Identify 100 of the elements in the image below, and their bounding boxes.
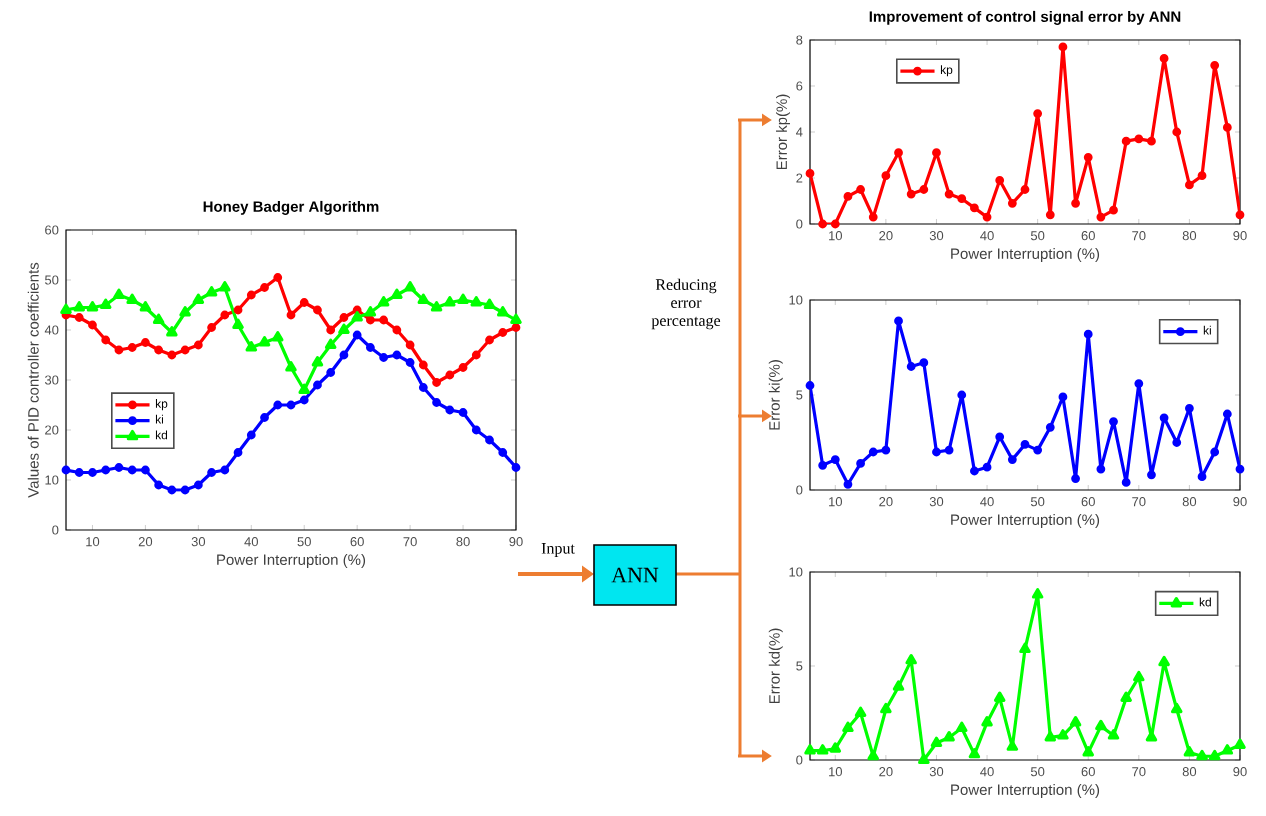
point (379, 315, 389, 325)
point (970, 203, 979, 213)
point (392, 325, 402, 335)
point (1222, 409, 1232, 419)
point (180, 345, 190, 355)
point (511, 463, 521, 472)
point (944, 189, 954, 199)
point (818, 219, 828, 229)
point (1221, 744, 1234, 755)
point (1159, 413, 1169, 423)
point (286, 310, 296, 320)
point (982, 462, 992, 472)
point (485, 335, 494, 345)
point (418, 383, 428, 392)
point (405, 358, 415, 367)
point (1033, 445, 1043, 455)
point (1196, 749, 1208, 761)
point (496, 306, 509, 317)
point (1107, 729, 1120, 740)
point (1172, 127, 1182, 137)
point (101, 335, 111, 345)
point (167, 350, 177, 360)
point (207, 468, 216, 477)
point (166, 326, 178, 337)
point (805, 169, 815, 178)
point (1033, 109, 1043, 118)
point (944, 445, 954, 455)
point (1197, 472, 1207, 482)
point (1095, 719, 1107, 731)
point (61, 465, 71, 475)
point (957, 390, 967, 400)
point (830, 219, 840, 229)
point (511, 323, 521, 332)
point (193, 480, 203, 490)
point (995, 432, 1005, 442)
point (995, 175, 1005, 185)
point (1133, 670, 1145, 682)
point (167, 485, 177, 495)
point (207, 323, 216, 332)
point (1096, 464, 1106, 474)
point (432, 378, 441, 387)
point (956, 721, 968, 733)
point (1020, 440, 1030, 449)
point (880, 702, 892, 714)
point (905, 653, 917, 665)
point (919, 358, 929, 368)
point (1147, 470, 1156, 480)
point (856, 459, 865, 468)
point (192, 293, 205, 304)
point (272, 331, 284, 342)
point (311, 356, 324, 367)
point (1083, 152, 1093, 162)
point (1007, 455, 1017, 464)
point (498, 448, 508, 457)
point (179, 306, 191, 317)
point (1210, 447, 1220, 457)
point (1109, 205, 1118, 215)
point (868, 447, 878, 457)
point (219, 281, 231, 292)
point (805, 381, 815, 390)
point (1057, 729, 1069, 740)
point (1121, 478, 1131, 487)
point (246, 290, 256, 300)
point (1069, 716, 1082, 727)
point (74, 313, 84, 322)
point (930, 736, 943, 748)
point (1045, 422, 1055, 432)
point (818, 460, 828, 470)
point (982, 212, 992, 222)
point (88, 468, 97, 477)
point (74, 468, 84, 477)
text: ANN (611, 567, 659, 583)
point (245, 341, 258, 352)
point (1121, 136, 1131, 146)
point (444, 296, 456, 307)
point (404, 281, 416, 292)
point (205, 286, 218, 297)
point (804, 744, 816, 755)
point (1058, 42, 1068, 52)
point (485, 435, 494, 445)
point (1185, 180, 1194, 190)
point (1071, 474, 1080, 483)
point (1134, 379, 1144, 388)
point (843, 192, 853, 201)
point (892, 680, 905, 691)
point (932, 447, 941, 457)
point (471, 425, 481, 435)
point (843, 479, 853, 489)
point (894, 316, 903, 326)
point (1044, 731, 1057, 742)
point (338, 323, 350, 334)
point (483, 298, 496, 309)
point (830, 455, 840, 464)
text: Input (541, 543, 575, 557)
point (1147, 136, 1156, 146)
point (856, 185, 865, 194)
point (1071, 198, 1080, 208)
point (60, 303, 72, 314)
point (141, 338, 150, 347)
point (1083, 329, 1093, 339)
